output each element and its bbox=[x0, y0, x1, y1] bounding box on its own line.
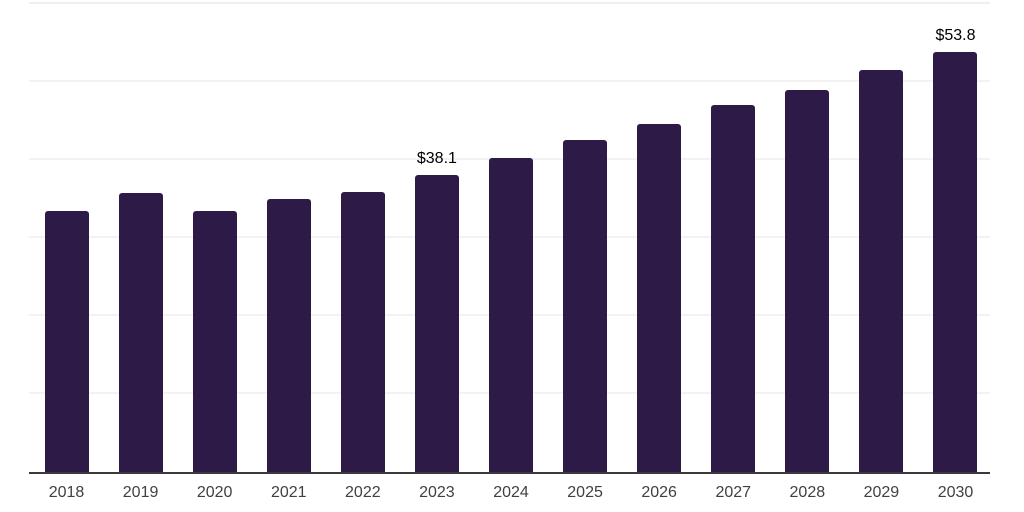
x-tick-label-2020: 2020 bbox=[196, 484, 233, 501]
bar-value-label-2030: $53.8 bbox=[935, 27, 976, 45]
bar-2020 bbox=[192, 211, 237, 472]
x-tick-label-2026: 2026 bbox=[641, 484, 677, 501]
bar-2025 bbox=[563, 139, 608, 472]
bar-2021 bbox=[266, 199, 311, 472]
x-tick-label-2029: 2029 bbox=[863, 484, 900, 501]
bar-2028 bbox=[785, 89, 830, 472]
bar-2019 bbox=[118, 192, 163, 472]
x-tick-label-2021: 2021 bbox=[270, 484, 307, 501]
x-tick-label-2022: 2022 bbox=[345, 484, 381, 501]
x-tick-label-2030: 2030 bbox=[937, 484, 974, 501]
plot-area: $38.1 $53.8 bbox=[29, 2, 990, 474]
x-tick-label-2027: 2027 bbox=[715, 484, 752, 501]
bar-2018 bbox=[44, 210, 89, 472]
x-tick-label-2019: 2019 bbox=[122, 484, 159, 501]
bar-2030 bbox=[933, 52, 978, 472]
x-tick-label-2028: 2028 bbox=[789, 484, 826, 501]
x-tick-label-2023: 2023 bbox=[419, 484, 455, 501]
bar-value-label-2023: $38.1 bbox=[416, 149, 457, 167]
x-tick-label-2018: 2018 bbox=[48, 484, 85, 501]
x-tick-label-2025: 2025 bbox=[567, 484, 603, 501]
x-tick-label-2024: 2024 bbox=[493, 484, 529, 501]
bar-2029 bbox=[859, 70, 904, 472]
bar-2026 bbox=[637, 124, 682, 472]
gridline bbox=[29, 80, 990, 82]
bar-2022 bbox=[340, 191, 385, 472]
bar-2023 bbox=[414, 174, 459, 472]
bar-2024 bbox=[488, 157, 533, 472]
bar-2027 bbox=[711, 105, 756, 472]
